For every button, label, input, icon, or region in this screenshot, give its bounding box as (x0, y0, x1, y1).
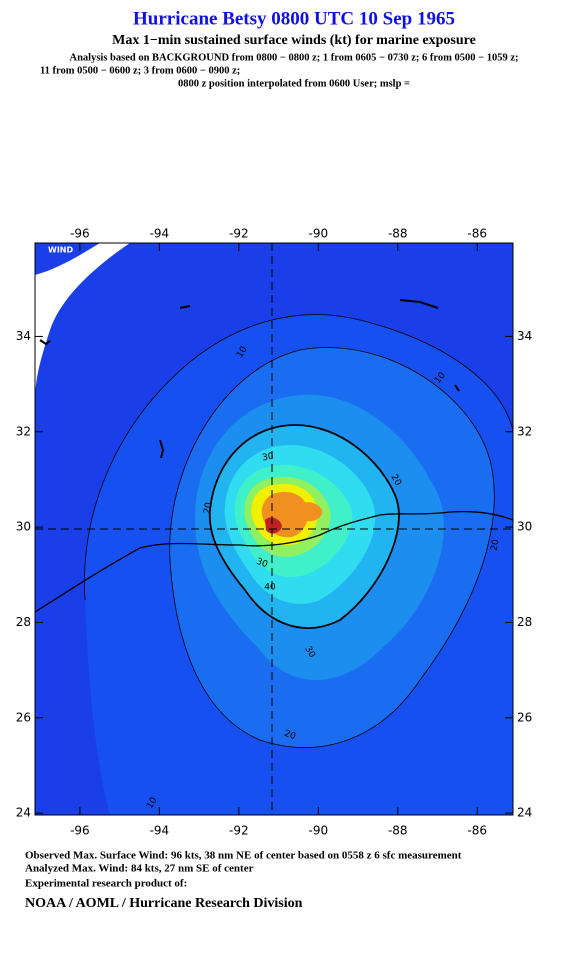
x-tick-label: -92 (229, 227, 249, 241)
organization: NOAA / AOML / Hurricane Research Divisio… (25, 896, 303, 911)
contour-label: 30 (262, 452, 275, 464)
contour-label: 20 (283, 729, 297, 742)
wind-field: WIND (35, 243, 513, 815)
y-tick-label: 32 (16, 424, 31, 438)
y-tick-label: 28 (517, 615, 532, 629)
x-tick-label: -86 (467, 824, 487, 838)
contour-label: 20 (490, 538, 502, 551)
x-tick-label: -86 (467, 227, 487, 241)
experimental: Experimental research product of: (25, 878, 187, 890)
analysis-line: 0800 z position interpolated from 0600 U… (178, 78, 410, 89)
x-tick-label: -90 (308, 227, 328, 241)
x-tick-label: -94 (150, 824, 170, 838)
contour-label: 20 (203, 501, 215, 514)
y-tick-label: 34 (16, 329, 31, 343)
observed-wind: Observed Max. Surface Wind: 96 kts, 38 n… (25, 850, 462, 862)
x-tick-label: -96 (70, 227, 90, 241)
x-tick-label: -88 (388, 227, 408, 241)
contour-label: 40 (264, 583, 276, 593)
contour-label: 30 (255, 557, 269, 570)
x-tick-label: -92 (229, 824, 249, 838)
subtitle: Max 1−min sustained surface winds (kt) f… (112, 33, 476, 48)
x-tick-label: -94 (150, 227, 170, 241)
y-tick-label: 28 (16, 615, 31, 629)
y-tick-label: 26 (16, 710, 31, 724)
analyzed-wind: Analyzed Max. Wind: 84 kts, 27 nm SE of … (25, 863, 254, 875)
y-tick-label: 32 (517, 424, 532, 438)
y-tick-label: 24 (517, 806, 532, 820)
y-tick-label: 24 (16, 806, 31, 820)
y-tick-label: 30 (517, 520, 532, 534)
y-tick-label: 26 (517, 710, 532, 724)
x-tick-label: -88 (388, 824, 408, 838)
x-tick-label: -96 (70, 824, 90, 838)
analysis-line: 11 from 0500 − 0600 z; 3 from 0600 − 090… (40, 65, 240, 76)
title: Hurricane Betsy 0800 UTC 10 Sep 1965 (133, 8, 455, 29)
analysis-line: Analysis based on BACKGROUND from 0800 −… (69, 52, 518, 63)
y-tick-label: 34 (517, 329, 532, 343)
y-tick-label: 30 (16, 520, 31, 534)
map-frame (34, 242, 514, 816)
x-tick-label: -90 (308, 824, 328, 838)
corner-label: WIND (48, 246, 73, 255)
